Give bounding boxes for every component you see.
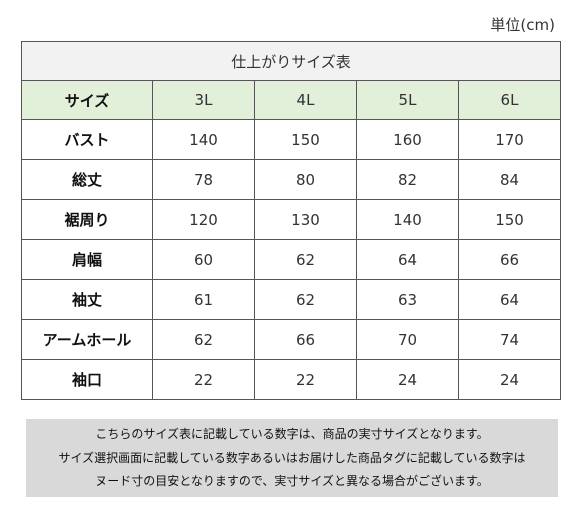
table-row: 裾周り 120 130 140 150	[21, 199, 562, 240]
table-title: 仕上がりサイズ表	[20, 41, 562, 81]
table-cell: 150	[457, 199, 562, 240]
size-header-label: サイズ	[21, 80, 153, 120]
table-row: 総丈 78 80 82 84	[21, 159, 562, 200]
table-cell: 66	[457, 239, 562, 280]
size-header-4l: 4L	[254, 80, 357, 120]
table-cell: 62	[254, 279, 357, 320]
table-cell: 78	[152, 159, 255, 200]
table-row: 袖丈 61 62 63 64	[21, 279, 562, 320]
table-cell: 63	[356, 279, 459, 320]
row-label: 袖口	[21, 359, 153, 400]
table-cell: 64	[356, 239, 459, 280]
table-header-row: サイズ 3L 4L 5L 6L	[21, 80, 562, 120]
table-cell: 66	[254, 319, 357, 360]
note-line: こちらのサイズ表に記載している数字は、商品の実寸サイズとなります。	[95, 427, 489, 441]
note-line: サイズ選択画面に記載している数字あるいはお届けした商品タグに記載している数字は	[58, 450, 526, 465]
table-cell: 150	[254, 119, 357, 160]
table-cell: 84	[457, 159, 562, 200]
table-cell: 24	[457, 359, 562, 400]
row-label: 総丈	[21, 159, 153, 200]
row-label: 裾周り	[21, 199, 153, 240]
table-cell: 82	[356, 159, 459, 200]
table-cell: 140	[356, 199, 459, 240]
table-cell: 61	[152, 279, 255, 320]
row-label: 袖丈	[21, 279, 153, 320]
table-cell: 70	[356, 319, 459, 360]
table-cell: 170	[457, 119, 562, 160]
table-row: バスト 140 150 160 170	[21, 119, 562, 160]
table-cell: 80	[254, 159, 357, 200]
table-cell: 22	[152, 359, 255, 400]
size-note-box: こちらのサイズ表に記載している数字は、商品の実寸サイズとなります。 サイズ選択画…	[26, 419, 558, 497]
size-header-6l: 6L	[457, 80, 562, 120]
unit-label: 単位(cm)	[490, 16, 555, 34]
table-cell: 140	[152, 119, 255, 160]
note-line: ヌード寸の目安となりますので、実寸サイズと異なる場合がございます。	[95, 474, 489, 488]
table-cell: 130	[254, 199, 357, 240]
table-row: アームホール 62 66 70 74	[21, 319, 562, 360]
size-header-3l: 3L	[152, 80, 255, 120]
table-cell: 62	[254, 239, 357, 280]
size-header-5l: 5L	[356, 80, 459, 120]
table-cell: 24	[356, 359, 459, 400]
table-row: 肩幅 60 62 64 66	[21, 239, 562, 280]
row-label: バスト	[21, 119, 153, 160]
table-cell: 22	[254, 359, 357, 400]
table-cell: 74	[457, 319, 562, 360]
table-cell: 62	[152, 319, 255, 360]
size-chart-table: 仕上がりサイズ表 サイズ 3L 4L 5L 6L バスト 140 150 160…	[20, 41, 562, 400]
row-label: アームホール	[21, 319, 153, 360]
row-label: 肩幅	[21, 239, 153, 280]
table-row: 袖口 22 22 24 24	[21, 359, 562, 400]
table-title-row: 仕上がりサイズ表	[20, 41, 562, 81]
table-cell: 160	[356, 119, 459, 160]
table-cell: 120	[152, 199, 255, 240]
table-cell: 60	[152, 239, 255, 280]
table-cell: 64	[457, 279, 562, 320]
